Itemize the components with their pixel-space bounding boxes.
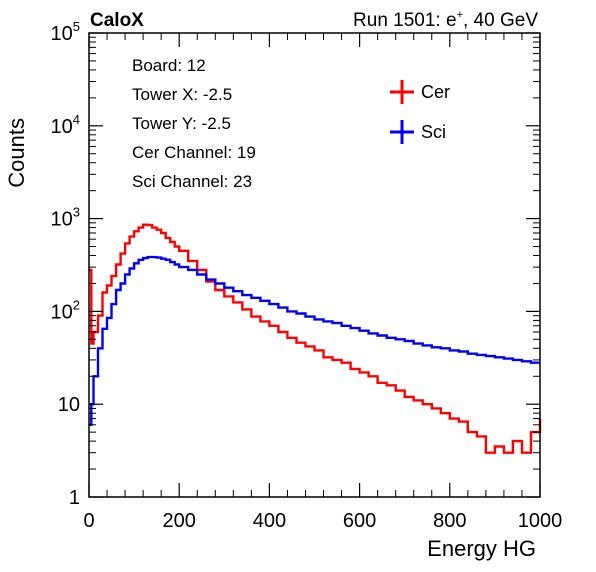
info-tower-x: Tower X: -2.5 [132, 85, 232, 104]
calox-label: CaloX [90, 10, 144, 31]
y-tick-label-base: 10 [58, 394, 80, 416]
x-tick-label: 600 [343, 510, 376, 532]
legend-sci-label: Sci [421, 122, 446, 142]
series-cer-line [89, 223, 542, 454]
info-tower-y: Tower Y: -2.5 [132, 114, 231, 133]
y-tick-label-base: 10 [51, 301, 73, 323]
info-board: Board: 12 [132, 56, 206, 75]
y-tick-label-base: 1 [69, 487, 80, 509]
x-tick-label: 1000 [518, 510, 563, 532]
x-tick-label: 800 [433, 510, 466, 532]
y-tick-label: 1 [69, 487, 80, 509]
series-sci-line [89, 255, 540, 426]
y-tick-label: 104 [51, 112, 80, 138]
run-info-suffix: , 40 GeV [463, 10, 538, 31]
run-info-superscript: + [457, 9, 463, 21]
x-tick-label: 200 [163, 510, 196, 532]
y-tick-label: 105 [51, 19, 80, 45]
axis-ticks-group [88, 32, 541, 498]
info-cer-channel: Cer Channel: 19 [132, 143, 256, 162]
plot-series-group [89, 223, 542, 454]
y-tick-label: 102 [51, 297, 80, 323]
run-info-label: Run 1501: e+, 40 GeV [353, 9, 538, 31]
y-axis-title: Counts [4, 118, 29, 188]
info-box [122, 48, 360, 198]
info-sci-channel: Sci Channel: 23 [132, 172, 252, 191]
y-tick-label-base: 10 [51, 23, 73, 45]
y-tick-label-exponent: 3 [73, 205, 80, 220]
legend-cer-label: Cer [421, 82, 450, 102]
legend: Cer Sci [390, 80, 450, 144]
x-axis-title: Energy HG [427, 536, 536, 561]
x-tick-label: 400 [253, 510, 286, 532]
y-tick-label-base: 10 [51, 209, 73, 231]
y-tick-label-base: 10 [51, 116, 73, 138]
y-tick-label-exponent: 2 [73, 297, 80, 312]
plot-frame [88, 32, 541, 498]
y-tick-label-exponent: 5 [73, 19, 80, 34]
y-tick-label: 10 [58, 394, 80, 416]
y-tick-label-exponent: 4 [73, 112, 80, 127]
x-tick-label: 0 [83, 510, 94, 532]
y-tick-label: 103 [51, 205, 80, 231]
run-info-prefix: Run 1501: e [353, 10, 457, 31]
